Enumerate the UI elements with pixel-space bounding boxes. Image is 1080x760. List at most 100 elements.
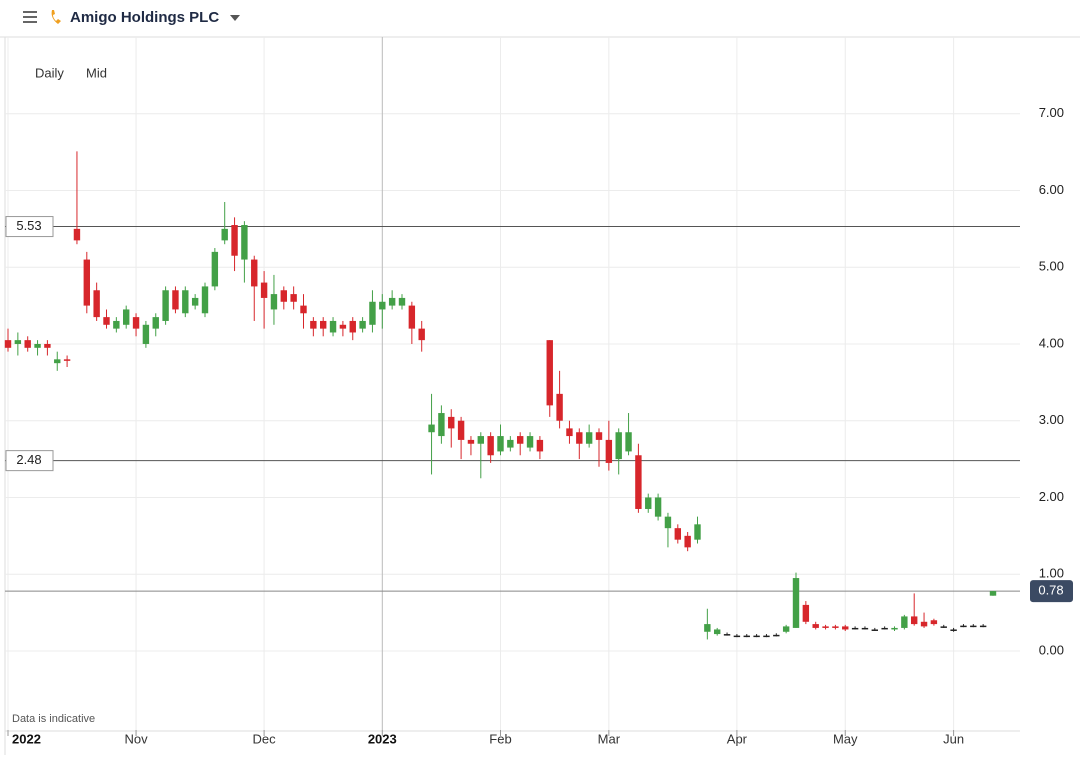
candle-body <box>713 629 721 635</box>
x-tick-label: 2023 <box>368 731 397 746</box>
interval-button[interactable]: Daily <box>35 65 64 80</box>
y-tick-label: 0.00 <box>1039 642 1064 657</box>
instrument-title[interactable]: Amigo Holdings PLC <box>70 9 219 26</box>
candle-body <box>231 225 238 256</box>
candle-body <box>605 439 613 463</box>
candle-body <box>901 616 908 628</box>
candle-body <box>339 324 347 329</box>
candle-body <box>379 301 386 310</box>
candle-body <box>920 621 928 627</box>
candle-body <box>940 626 947 628</box>
candle-body <box>132 317 140 329</box>
candle-body <box>536 439 544 452</box>
candle-body <box>457 420 465 440</box>
candle-body <box>526 436 534 448</box>
candle-body <box>4 340 12 348</box>
candle-body <box>369 301 376 325</box>
candle-body <box>83 259 91 306</box>
candle-body <box>428 424 435 433</box>
candle-body <box>507 439 514 448</box>
candle-body <box>871 629 879 631</box>
candle-body <box>300 305 307 314</box>
candle-body <box>329 320 337 333</box>
x-tick-label: Nov <box>124 731 148 746</box>
candle-body <box>851 627 859 630</box>
candle-body <box>24 340 31 348</box>
reference-label-box <box>5 216 54 238</box>
candle-body <box>546 340 553 406</box>
reference-label: 2.48 <box>16 452 41 467</box>
candle-body <box>881 627 888 630</box>
candle-body <box>310 320 317 329</box>
x-tick-label: Feb <box>489 731 511 746</box>
candle-body <box>743 635 750 638</box>
candle-body <box>970 625 977 628</box>
candle-body <box>113 320 120 329</box>
y-tick-label: 7.00 <box>1039 105 1064 120</box>
candle-body <box>191 297 199 306</box>
candle-body <box>103 317 110 325</box>
candle-body <box>930 620 938 625</box>
candle-body <box>802 604 810 622</box>
candle-body <box>388 297 396 306</box>
reference-label-box <box>5 450 54 472</box>
candle-body <box>664 516 672 529</box>
x-tick-label: May <box>833 731 858 746</box>
y-tick-label: 5.00 <box>1039 259 1064 274</box>
candle-body <box>359 320 366 329</box>
x-tick-label: Jun <box>943 731 964 746</box>
candle-body <box>822 626 829 628</box>
candle-body <box>122 309 130 325</box>
candle-body <box>773 634 780 637</box>
candle-body <box>221 228 228 241</box>
candle-body <box>694 524 701 540</box>
candle-body <box>625 432 632 452</box>
candle-body <box>93 290 100 318</box>
candle-body <box>782 626 790 632</box>
candle-body <box>201 286 209 314</box>
candle-body <box>684 535 691 548</box>
x-tick-label: Dec <box>253 731 277 746</box>
candle-body <box>63 359 71 361</box>
candle-body <box>733 635 741 638</box>
candle-body <box>516 436 524 444</box>
x-tick-label: 2022 <box>12 731 41 746</box>
menu-icon[interactable] <box>23 11 37 23</box>
candle-body <box>162 290 169 321</box>
candle-body <box>172 290 179 310</box>
candle-body <box>812 624 819 628</box>
candle-body <box>349 320 356 333</box>
candle-body <box>635 455 642 509</box>
candle-body <box>34 343 41 348</box>
candle-body <box>585 432 593 444</box>
candle-body <box>319 320 327 329</box>
candle-body <box>241 225 248 260</box>
disclaimer: Data is indicative <box>12 713 95 725</box>
y-tick-label: 2.00 <box>1039 489 1064 504</box>
candle-body <box>408 305 416 329</box>
candle-body <box>467 439 475 444</box>
candle-body <box>979 625 987 628</box>
candle-body <box>615 432 622 460</box>
candle-body <box>152 317 159 329</box>
y-tick-label: 6.00 <box>1039 182 1064 197</box>
candle-body <box>723 634 731 636</box>
dropdown-arrow[interactable] <box>230 15 240 21</box>
candle-body <box>842 626 849 630</box>
last-price-box <box>1030 580 1073 603</box>
y-tick-label: 1.00 <box>1039 566 1064 581</box>
candle-body <box>645 497 652 509</box>
candle-body <box>950 629 957 631</box>
candle-body <box>674 528 682 540</box>
y-tick-label: 4.00 <box>1039 335 1064 350</box>
candle-body <box>290 294 297 302</box>
candle-body <box>595 432 603 440</box>
candle-body <box>487 436 494 456</box>
last-price-label: 0.78 <box>1038 583 1063 598</box>
candle-body <box>438 413 445 437</box>
price-type-button[interactable]: Mid <box>86 65 107 80</box>
y-tick-label: 3.00 <box>1039 412 1064 427</box>
candle-body <box>556 393 563 421</box>
